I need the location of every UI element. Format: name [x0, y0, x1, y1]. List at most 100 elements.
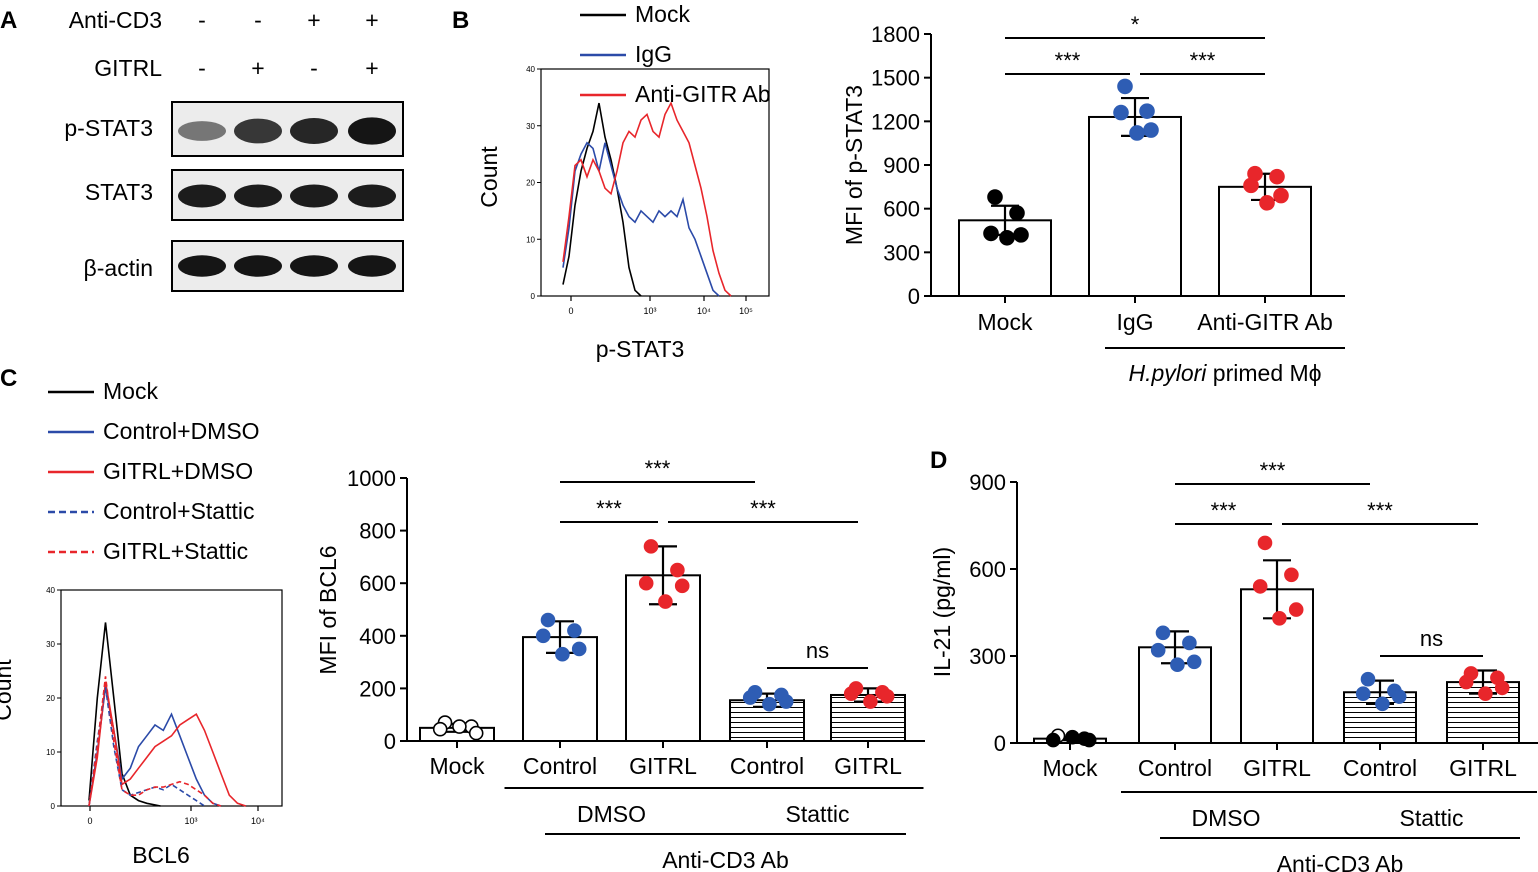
data-point [1045, 732, 1061, 748]
y-tick-label: 300 [883, 240, 920, 265]
b-histogram: 0 10 20 30 40 0 10³ 10⁴ 10⁵ p-STAT3 Count Mock IgG An… [476, 1, 770, 362]
data-point [983, 225, 999, 242]
data-point [452, 719, 467, 734]
group-label: DMSO [577, 801, 646, 827]
y-tick-label: 200 [359, 676, 396, 701]
histogram-line-anti-gitr-ab [562, 101, 732, 297]
category-label: IgG [1116, 309, 1153, 335]
c-histogram: 0 10 20 30 40 0 10³ 10⁴ BCL6 Count Mock Control+DMS… [0, 378, 283, 868]
blot-band [234, 118, 282, 144]
y-tick-label: 0 [51, 802, 56, 811]
x-axis-label: H.pylori primed Mϕ [1128, 360, 1321, 386]
legend-label: Anti-GITR Ab [635, 81, 770, 107]
blot-label-stat3: STAT3 [85, 179, 153, 205]
y-tick-label: 20 [526, 179, 535, 188]
significance-label: *** [645, 456, 671, 481]
y-tick-label: 800 [359, 519, 396, 544]
sign: + [251, 55, 264, 81]
sign: - [198, 55, 206, 81]
y-axis-label: MFI of BCL6 [315, 545, 341, 674]
data-point [1117, 78, 1133, 95]
x-axis-label: Anti-CD3 Ab [1277, 851, 1404, 872]
sign: + [307, 7, 320, 33]
sign: + [365, 55, 378, 81]
blot-band [290, 255, 338, 277]
data-point [1150, 642, 1166, 658]
data-point [879, 688, 895, 704]
data-point [1186, 654, 1202, 670]
x-axis-label-rest: primed Mϕ [1206, 360, 1321, 386]
data-point [1243, 177, 1259, 194]
data-point [1081, 732, 1097, 748]
data-point [987, 189, 1003, 205]
sign: + [365, 7, 378, 33]
significance-label: *** [1190, 48, 1216, 73]
blot-band [348, 255, 396, 277]
category-label: GITRL [1243, 755, 1311, 781]
data-point [1182, 635, 1197, 651]
category-label: Anti-GITR Ab [1197, 309, 1332, 335]
data-point [1129, 125, 1145, 141]
blot-band [178, 255, 226, 277]
blot-stat3 [171, 169, 404, 221]
x-axis-label-italic: H.pylori [1128, 360, 1207, 386]
data-point [638, 575, 654, 591]
sign: - [310, 55, 318, 81]
significance-label: *** [1367, 498, 1393, 523]
data-point [1009, 205, 1025, 221]
blot-beta-actin [171, 240, 404, 292]
d-bar-chart: 0 300 600 900 IL-21 (pg/ml) Mock Control GITRL C… [929, 458, 1538, 872]
x-tick-label: 0 [87, 816, 92, 826]
y-tick-label: 1800 [871, 22, 920, 47]
bar [1088, 115, 1182, 298]
data-point [555, 646, 570, 662]
data-point [432, 721, 448, 737]
significance-label: ns [1420, 626, 1443, 651]
legend-label: IgG [635, 41, 672, 67]
histogram-line-mock [562, 102, 642, 297]
x-axis-label: Anti-CD3 Ab [662, 847, 789, 872]
panel-label-d: D [930, 447, 947, 474]
b-bar-chart: 0 300 600 900 1200 1500 1800 MFI of p-STAT3 Mock… [841, 12, 1345, 386]
category-label: Control [523, 753, 597, 779]
x-tick-label: 10³ [184, 816, 197, 826]
y-tick-label: 900 [969, 470, 1006, 495]
data-point [1259, 195, 1275, 211]
data-point [1257, 535, 1273, 551]
legend-label: GITRL+Stattic [103, 538, 248, 564]
blot-band [234, 184, 282, 208]
y-tick-label: 600 [883, 197, 920, 222]
data-point [1170, 657, 1185, 673]
x-tick-label: 0 [568, 306, 573, 316]
panel-label-c: C [0, 365, 17, 392]
legend-label: GITRL+DMSO [103, 458, 253, 484]
panel-label-b: B [452, 7, 469, 34]
y-axis-label: IL-21 (pg/ml) [929, 547, 955, 677]
data-point [1139, 103, 1155, 119]
y-tick-label: 300 [969, 644, 1006, 669]
legend-label: Mock [635, 1, 690, 27]
y-tick-label: 40 [46, 586, 55, 595]
data-point [1360, 671, 1376, 687]
data-point [643, 539, 659, 554]
histogram-line-mock [88, 622, 161, 807]
x-tick-label: 10⁴ [697, 306, 711, 316]
y-tick-label: 1200 [871, 109, 920, 134]
y-tick-label: 10 [46, 748, 55, 757]
data-point [863, 694, 878, 709]
blot-band [234, 255, 282, 277]
x-tick-label: 10³ [643, 306, 656, 316]
y-tick-label: 10 [526, 235, 535, 244]
blot-band [290, 184, 338, 208]
data-point [1494, 680, 1510, 696]
category-label: Mock [978, 309, 1033, 335]
x-axis-label: p-STAT3 [596, 336, 685, 362]
y-tick-label: 1500 [871, 66, 920, 91]
data-point [1013, 227, 1029, 243]
data-point [999, 229, 1015, 246]
category-label: Control [1343, 755, 1417, 781]
data-point [571, 641, 587, 657]
group-label: Stattic [786, 801, 850, 827]
blot-band [178, 184, 226, 208]
